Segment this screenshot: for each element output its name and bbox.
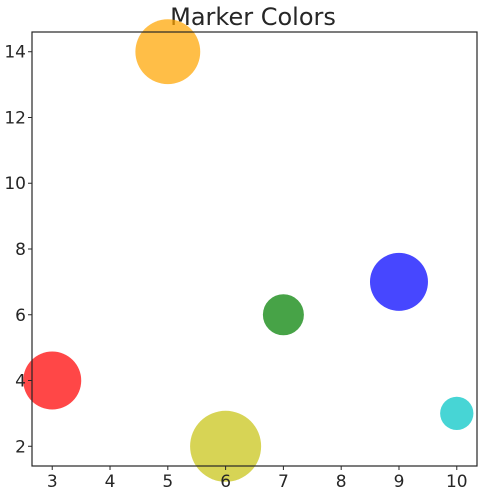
x-tick-label: 9 <box>394 472 405 492</box>
y-tick-label: 10 <box>4 174 26 194</box>
data-point-5 <box>369 252 428 311</box>
points-layer <box>23 19 474 482</box>
x-tick-label: 6 <box>220 472 231 492</box>
y-tick-label: 6 <box>15 306 26 326</box>
x-tick-label: 5 <box>162 472 173 492</box>
y-tick-label: 14 <box>4 43 26 63</box>
y-tick-label: 2 <box>15 437 26 457</box>
data-point-1 <box>23 351 82 410</box>
data-point-2 <box>135 19 201 85</box>
data-point-4 <box>262 294 304 336</box>
x-tick-label: 4 <box>105 472 116 492</box>
y-tick-label: 8 <box>15 240 26 260</box>
x-tick-label: 8 <box>336 472 347 492</box>
data-point-6 <box>440 396 474 431</box>
chart-title: Marker Colors <box>170 3 336 31</box>
y-axis-ticks: 2 4 6 8 10 12 14 <box>4 43 32 457</box>
plot-frame <box>31 31 478 467</box>
x-tick-label: 7 <box>278 472 289 492</box>
x-tick-label: 10 <box>446 472 468 492</box>
x-axis-ticks: 3 4 5 6 7 8 9 10 <box>47 466 468 492</box>
y-tick-label: 12 <box>4 108 26 128</box>
x-tick-label: 3 <box>47 472 58 492</box>
data-point-3 <box>190 410 262 482</box>
y-tick-label: 4 <box>15 372 26 392</box>
